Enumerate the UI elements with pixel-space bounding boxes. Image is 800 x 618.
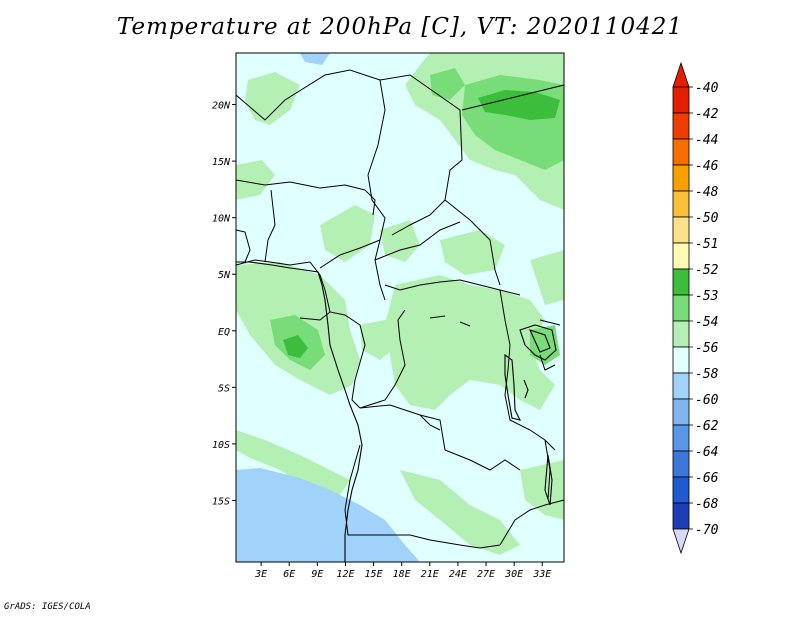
lon-label-24e: 24E [449,569,467,580]
colorbar-box [672,268,690,296]
colorbar-label: -51 [695,237,718,252]
map-panel [235,52,565,563]
lon-label-9e: 9E [311,569,323,580]
colorbar-box [672,112,690,140]
colorbar-box [672,294,690,322]
colorbar-label: -46 [695,159,719,174]
colorbar-label: -64 [695,445,718,460]
colorbar-label: -60 [695,393,719,408]
map-title: Temperature at 200hPa [C], VT: 202011042… [116,14,684,40]
lat-label-15s: 15S [212,496,230,507]
lat-label-5n: 5N [218,270,231,281]
colorbar-box [672,502,690,530]
colorbar-box [672,346,690,374]
lat-label-eq: EQ [218,327,230,338]
lat-label-10n: 10N [212,214,231,225]
lon-label-30e: 30E [504,569,523,580]
colorbar-label: -68 [695,497,719,512]
colorbar-label: -40 [695,81,719,96]
colorbar-label: -54 [695,315,718,330]
colorbar-box [672,476,690,504]
colorbar-box [672,190,690,218]
footer-credit: GrADS: IGES/COLA [4,602,91,612]
lon-label-18e: 18E [393,569,411,580]
colorbar-label: -56 [695,341,719,356]
colorbar-box [672,242,690,270]
colorbar-box [672,164,690,192]
colorbar-label: -62 [695,419,719,434]
lat-label-15n: 15N [212,157,231,168]
longitude-axis: 3E 6E 9E 12E 15E 18E 21E 24E 27E 30E 33E [254,562,551,580]
colorbar-bottom-arrow [672,528,690,555]
lon-label-15e: 15E [365,569,383,580]
lon-label-27e: 27E [477,569,495,580]
colorbar-box [672,450,690,478]
colorbar-box [672,138,690,166]
lon-label-3e: 3E [254,569,267,580]
lon-label-33e: 33E [532,569,551,580]
lon-label-21e: 21E [421,569,439,580]
colorbar-box [672,86,690,114]
lat-label-20n: 20N [212,101,231,112]
colorbar-top-arrow [672,61,690,88]
colorbar-label: -58 [695,367,719,382]
colorbar-label: -70 [695,523,719,538]
colorbar-label: -48 [695,185,719,200]
colorbar-box [672,372,690,400]
colorbar-box [672,398,690,426]
colorbar-label: -44 [695,133,718,148]
colorbar-label: -42 [695,107,719,122]
colorbar-label: -66 [695,471,719,486]
lon-label-12e: 12E [336,569,354,580]
field-shading-light-blue [236,53,420,562]
colorbar-label: -50 [695,211,719,226]
colorbar-box [672,320,690,348]
lon-label-6e: 6E [283,569,295,580]
map-frame [235,52,565,563]
coastline [236,261,557,562]
colorbar-legend: -40 -42 -44 -46 -48 -50 -51 -52 -53 -54 -56 -58 -60 -… [672,61,719,555]
latitude-axis: 20N 15N 10N 5N EQ 5S 10S 15S [212,101,236,507]
colorbar-label: -53 [695,289,718,304]
colorbar-box [672,424,690,452]
colorbar-box [672,216,690,244]
field-shading-dark-green [283,90,560,358]
colorbar-label: -52 [695,263,719,278]
lat-label-5s: 5S [218,383,230,394]
country-boundaries [235,69,565,549]
lat-label-10s: 10S [212,440,230,451]
